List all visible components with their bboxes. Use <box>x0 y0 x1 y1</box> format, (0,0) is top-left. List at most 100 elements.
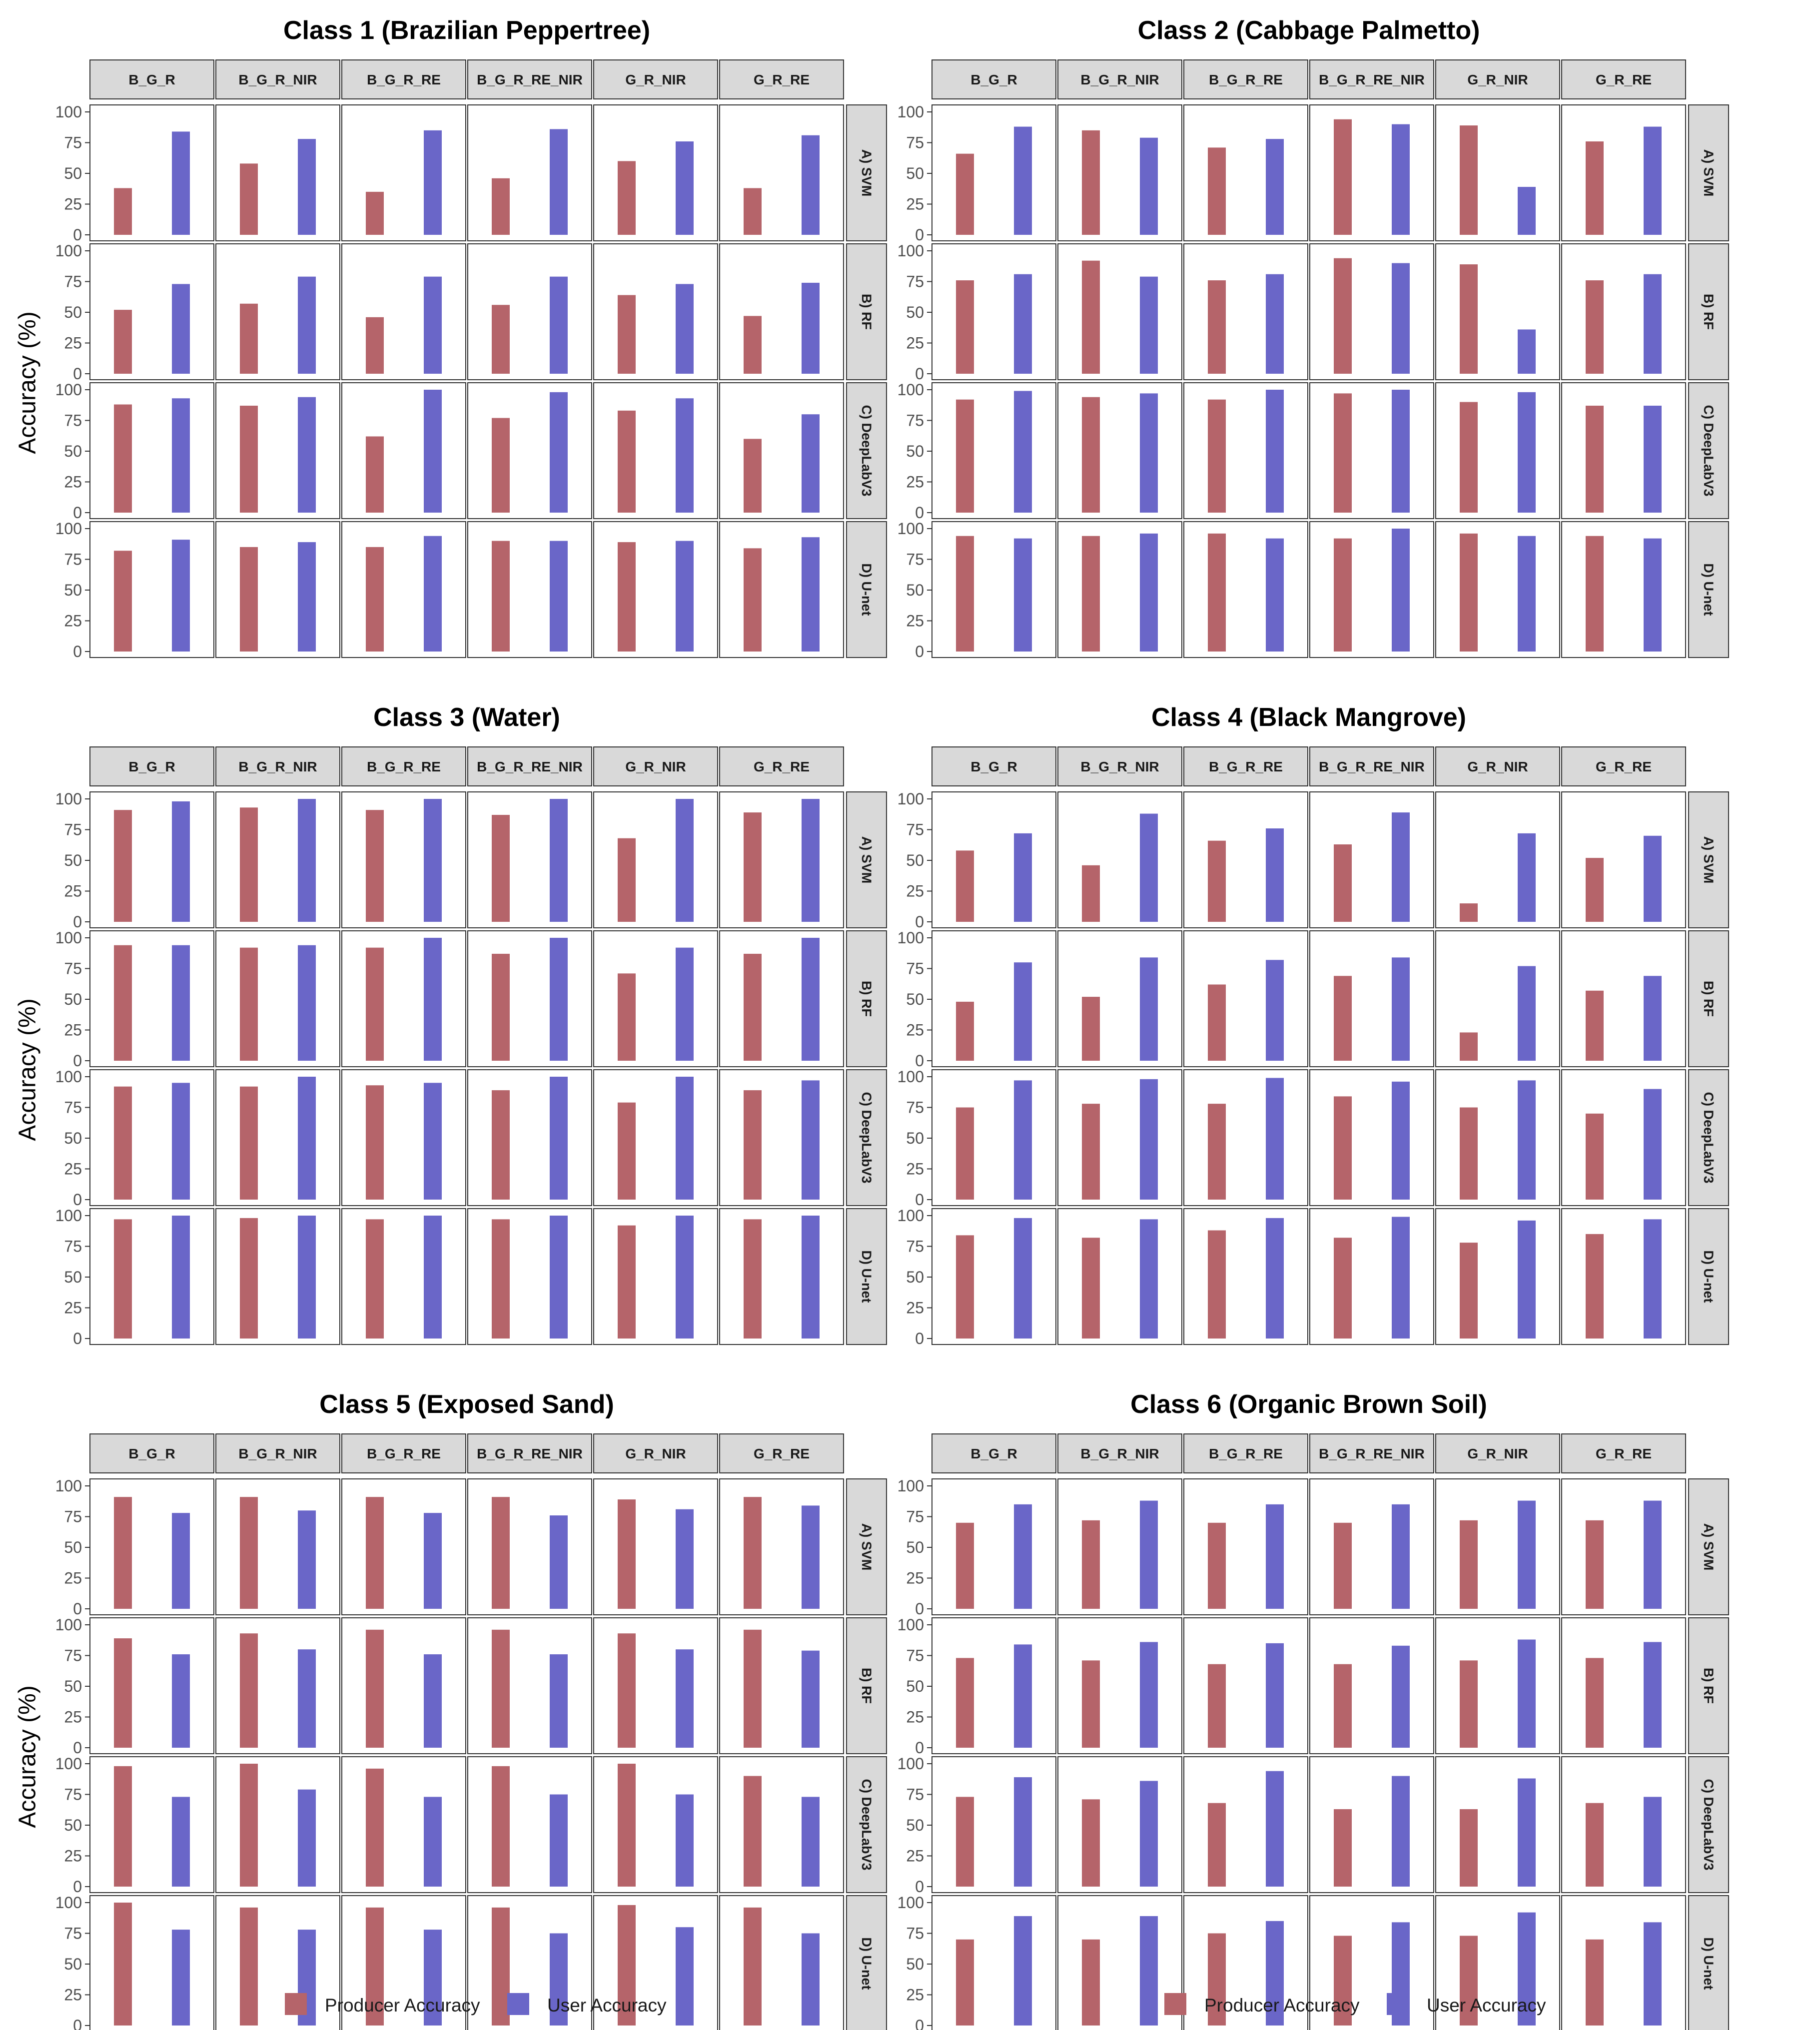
y-tick-label: 50 <box>64 1955 82 1973</box>
bar-producer-accuracy <box>1460 1032 1478 1061</box>
facet-strip-model-label: C) DeepLabV3 <box>859 405 874 496</box>
facet-strip-g-r-re <box>1561 59 1686 99</box>
y-tick-label: 0 <box>73 1330 82 1348</box>
bar-user-accuracy <box>298 276 316 374</box>
y-tick-label: 75 <box>64 1238 82 1256</box>
bar-user-accuracy <box>1266 1771 1284 1887</box>
facet-strip-label: B_G_R_RE_NIR <box>477 1446 583 1461</box>
bar-producer-accuracy <box>956 1001 974 1061</box>
bar-user-accuracy <box>298 1510 316 1609</box>
facet-panel <box>215 1895 340 2030</box>
bar-producer-accuracy <box>240 303 258 374</box>
facet-panel <box>89 1069 214 1206</box>
bar-producer-accuracy <box>240 1218 258 1339</box>
facet-strip-model-label: A) SVM <box>1701 836 1716 884</box>
facet-strip-g-r-re <box>1561 1433 1686 1473</box>
y-tick-label: 75 <box>64 273 82 291</box>
facet-panel <box>215 1617 340 1754</box>
bar-producer-accuracy <box>744 1907 762 2026</box>
bar-user-accuracy <box>1644 1219 1662 1339</box>
bar-user-accuracy <box>172 1513 190 1609</box>
chart-title: Class 3 (Water) <box>373 703 560 732</box>
bar-user-accuracy <box>676 1927 694 2026</box>
y-tick-label: 50 <box>906 1955 924 1973</box>
y-tick-label: 100 <box>55 1894 82 1912</box>
bar-producer-accuracy <box>1208 1104 1226 1200</box>
bar-user-accuracy <box>298 1077 316 1200</box>
facet-panel <box>89 791 214 928</box>
facet-strip-b-g-r-nir <box>215 746 340 786</box>
facet-panel <box>215 382 340 519</box>
bar-user-accuracy <box>802 1797 820 1887</box>
facet-panel <box>719 1069 844 1206</box>
facet-strip-model <box>1688 243 1729 380</box>
facet-panel <box>719 1478 844 1615</box>
bar-producer-accuracy <box>618 1905 636 2026</box>
y-tick-label: 25 <box>64 1708 82 1726</box>
facet-panel <box>215 1208 340 1345</box>
bar-producer-accuracy <box>492 305 510 374</box>
y-tick-label: 100 <box>898 1755 924 1773</box>
bar-producer-accuracy <box>240 1764 258 1887</box>
facet-panel <box>593 521 718 658</box>
facet-strip-label: G_R_RE <box>1596 759 1652 774</box>
y-tick-label: 100 <box>55 1755 82 1773</box>
facet-panel <box>341 1208 466 1345</box>
bar-producer-accuracy <box>240 1497 258 1609</box>
y-tick-label: 50 <box>64 990 82 1008</box>
bar-producer-accuracy <box>366 1219 384 1339</box>
facet-panel <box>1561 243 1686 380</box>
y-tick-label: 75 <box>906 821 924 839</box>
y-tick-label: 25 <box>64 195 82 213</box>
facet-panel <box>1435 1478 1560 1615</box>
facet-strip-label: G_R_NIR <box>1467 759 1528 774</box>
bar-user-accuracy <box>1140 1781 1158 1887</box>
bar-user-accuracy <box>424 536 442 652</box>
bar-user-accuracy <box>1644 1089 1662 1200</box>
bar-user-accuracy <box>676 799 694 922</box>
y-tick-label: 0 <box>73 913 82 931</box>
chart-title: Class 2 (Cabbage Palmetto) <box>1138 16 1480 45</box>
y-tick-label: 0 <box>73 1191 82 1209</box>
facet-strip-g-r-nir <box>1435 1433 1560 1473</box>
facet-panel <box>1309 382 1434 519</box>
y-tick-label: 75 <box>906 1647 924 1665</box>
bar-user-accuracy <box>1518 966 1536 1061</box>
bar-producer-accuracy <box>1082 260 1100 374</box>
y-tick-label: 50 <box>906 581 924 599</box>
facet-panel <box>1561 1069 1686 1206</box>
facet-panel <box>1561 1478 1686 1615</box>
y-tick-label: 75 <box>64 551 82 569</box>
bar-user-accuracy <box>802 1650 820 1748</box>
bar-producer-accuracy <box>1334 976 1352 1061</box>
bar-producer-accuracy <box>956 153 974 235</box>
facet-panel <box>593 1208 718 1345</box>
bar-user-accuracy <box>550 938 568 1061</box>
bar-user-accuracy <box>676 1216 694 1339</box>
facet-panel <box>931 521 1056 658</box>
bar-producer-accuracy <box>744 316 762 374</box>
facet-panel <box>467 382 592 519</box>
bar-user-accuracy <box>1014 126 1032 235</box>
y-tick-label: 100 <box>898 1477 924 1495</box>
facet-strip-model <box>1688 1617 1729 1754</box>
facet-panel <box>593 1617 718 1754</box>
bar-producer-accuracy <box>1208 1230 1226 1339</box>
facet-strip-model <box>1688 104 1729 241</box>
facet-panel <box>215 521 340 658</box>
y-tick-label: 75 <box>64 1786 82 1804</box>
facet-strip-b-g-r <box>89 59 214 99</box>
facet-panel <box>89 243 214 380</box>
bar-user-accuracy <box>1518 1220 1536 1339</box>
bar-user-accuracy <box>298 1649 316 1748</box>
y-tick-label: 75 <box>64 960 82 978</box>
facet-panel <box>593 930 718 1067</box>
legend-swatch-user <box>1387 1993 1409 2015</box>
y-tick-label: 0 <box>915 1600 924 1618</box>
y-tick-label: 75 <box>906 1786 924 1804</box>
y-tick-label: 100 <box>55 929 82 947</box>
y-tick-label: 25 <box>906 1160 924 1178</box>
bar-user-accuracy <box>1644 1642 1662 1748</box>
facet-strip-b-g-r-re <box>1183 746 1308 786</box>
y-tick-label: 0 <box>915 1191 924 1209</box>
